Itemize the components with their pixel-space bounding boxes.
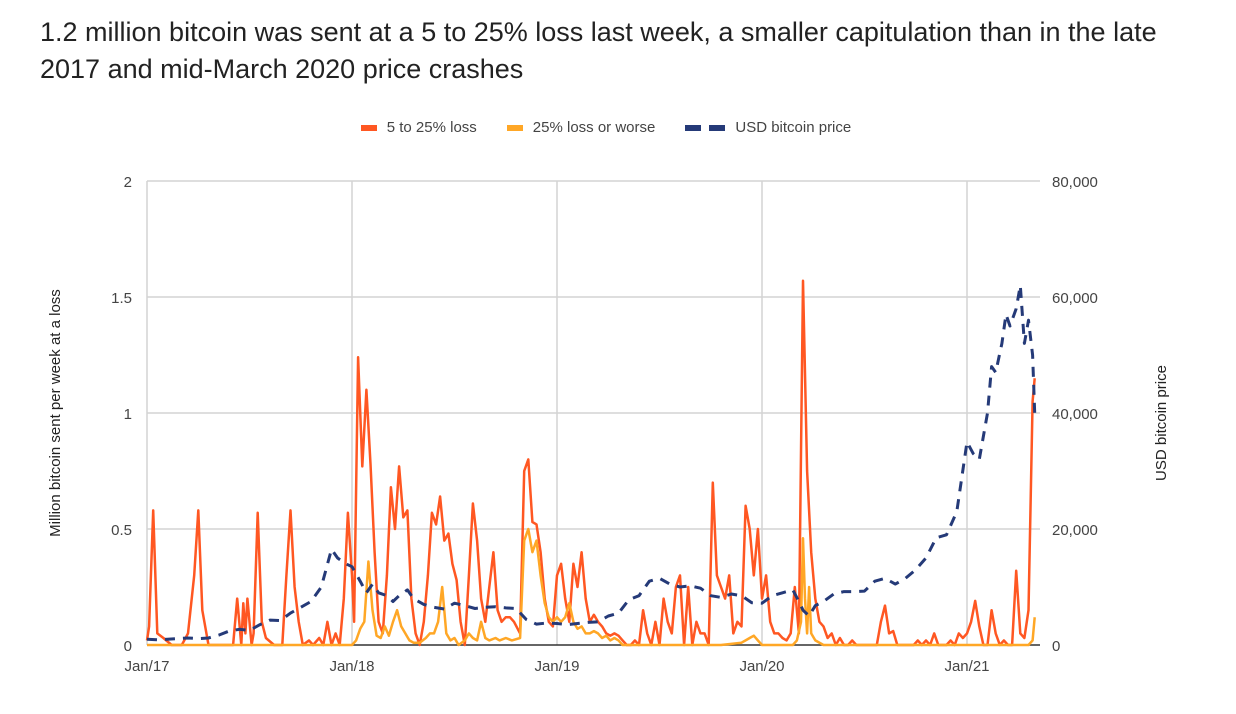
y-axis-title-left: Million bitcoin sent per week at a loss: [47, 289, 64, 537]
y-tick-label-left: 1: [124, 406, 132, 423]
y-tick-label-left: 1.5: [111, 290, 132, 307]
x-tick-label: Jan/21: [944, 658, 989, 675]
legend-swatch-dashed-navy: [685, 124, 726, 131]
series-line-5-to-25-loss: [145, 279, 1036, 647]
x-tick-label: Jan/18: [329, 658, 374, 675]
series-line-25-loss-or-worse: [147, 527, 1036, 647]
legend-item-25-loss-or-worse[interactable]: 25% loss or worse: [506, 119, 656, 136]
axis-ticks: 0 0.5 1 1.5 2 0 20,000 40,000 60,000 80,000 Jan/17…: [111, 174, 1098, 675]
legend: 5 to 25% loss 25% loss or worse USD bitc…: [0, 119, 1224, 136]
legend-item-usd-bitcoin-price[interactable]: USD bitcoin price: [685, 119, 851, 136]
series-line-usd-bitcoin-price: [146, 283, 1037, 642]
y-tick-label-right: 40,000: [1052, 406, 1098, 423]
legend-label: 25% loss or worse: [532, 119, 656, 136]
series-lines: [145, 279, 1037, 647]
legend-swatch-yellow: [506, 124, 523, 131]
chart-title: 1.2 million bitcoin was sent at a 5 to 2…: [40, 17, 1157, 84]
legend-item-5-to-25-loss[interactable]: 5 to 25% loss: [360, 119, 477, 136]
legend-label: 5 to 25% loss: [386, 119, 477, 136]
y-tick-label-right: 80,000: [1052, 174, 1098, 191]
y-tick-label-right: 0: [1052, 638, 1060, 655]
y-tick-label-right: 20,000: [1052, 522, 1098, 539]
legend-label: USD bitcoin price: [735, 119, 852, 136]
y-tick-label-left: 0: [124, 638, 132, 655]
y-axis-title-right: USD bitcoin price: [1153, 365, 1170, 481]
x-tick-label: Jan/20: [739, 658, 784, 675]
y-tick-label-left: 0.5: [111, 522, 132, 539]
x-tick-label: Jan/17: [124, 658, 169, 675]
gridlines: [146, 180, 1040, 646]
x-tick-label: Jan/19: [534, 658, 579, 675]
y-tick-label-left: 2: [124, 174, 132, 191]
legend-swatch-orange: [360, 124, 377, 131]
y-tick-label-right: 60,000: [1052, 290, 1098, 307]
